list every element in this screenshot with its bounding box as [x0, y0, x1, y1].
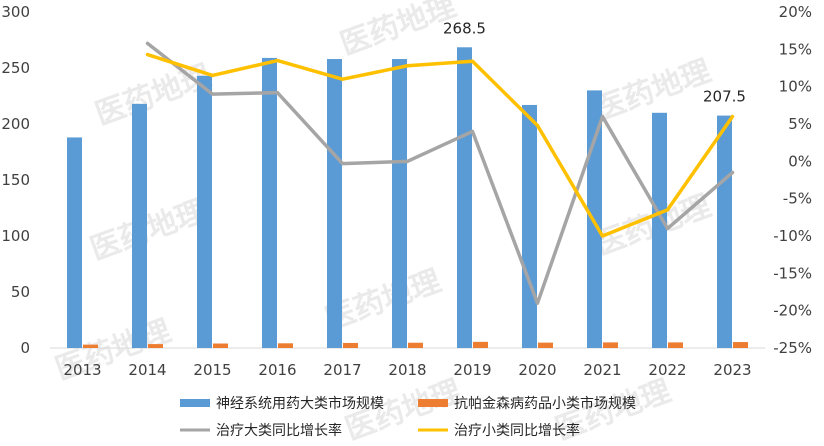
- bar-nervous-system-market: [457, 47, 472, 348]
- bar-antiparkinson-market: [473, 341, 488, 348]
- line-category-growth-rate: [145, 41, 735, 305]
- bar-antiparkinson-market: [343, 342, 358, 348]
- x-axis-tick-label: 2016: [258, 361, 296, 379]
- bar-antiparkinson-market: [668, 342, 683, 348]
- bar-antiparkinson-market: [733, 342, 748, 348]
- bar-antiparkinson-market: [603, 342, 618, 348]
- right-axis-tick-label: -5%: [783, 190, 812, 208]
- bar-antiparkinson-market: [148, 344, 163, 348]
- right-axis-tick-label: -15%: [773, 264, 812, 282]
- bar-nervous-system-market: [132, 103, 147, 348]
- legend-swatch: [418, 399, 448, 407]
- legend-label: 抗帕金森病药品小类市场规模: [454, 395, 636, 412]
- right-axis-tick-label: 0%: [788, 152, 812, 170]
- right-axis-tick-label: 20%: [779, 3, 812, 21]
- x-axis-tick-label: 2021: [583, 361, 621, 379]
- bar-antiparkinson-market: [408, 342, 423, 348]
- data-labels: 268.5 207.5: [443, 19, 746, 105]
- right-axis-tick-label: 10%: [779, 78, 812, 96]
- bar-antiparkinson-market: [538, 342, 553, 348]
- legend-label: 神经系统用药大类市场规模: [216, 395, 384, 412]
- left-axis: 0 50 100 150 200 250 300: [1, 3, 30, 357]
- right-axis: -25% -20% -15% -10% -5% 0% 5% 10% 15% 20%: [773, 3, 812, 357]
- data-label: 268.5: [443, 19, 486, 37]
- right-axis-tick-label: 15%: [779, 40, 812, 58]
- bar-nervous-system-market: [522, 104, 537, 349]
- x-axis-tick-label: 2022: [648, 361, 686, 379]
- x-axis-tick-label: 2013: [63, 361, 101, 379]
- right-axis-tick-label: -10%: [773, 227, 812, 245]
- x-axis-tick-label: 2014: [128, 361, 166, 379]
- bar-nervous-system-market: [717, 115, 732, 348]
- left-axis-tick-label: 200: [1, 115, 30, 133]
- left-axis-tick-label: 100: [1, 227, 30, 245]
- x-axis-tick-label: 2017: [323, 361, 361, 379]
- bar-nervous-system-market: [652, 112, 667, 348]
- left-axis-tick-label: 0: [20, 339, 30, 357]
- watermarks: 医药地理医药地理医药地理医药地理医药地理医药地理医药地理医药地理医药地理: [51, 0, 716, 446]
- left-axis-tick-label: 50: [11, 283, 30, 301]
- x-axis-tick-label: 2018: [388, 361, 426, 379]
- bar-antiparkinson-market: [213, 343, 228, 348]
- x-axis-tick-label: 2020: [518, 361, 556, 379]
- bar-nervous-system-market: [67, 137, 82, 348]
- bars: [67, 47, 748, 349]
- left-axis-tick-label: 300: [1, 3, 30, 21]
- watermark-text: 医药地理: [336, 0, 461, 63]
- left-axis-tick-label: 150: [1, 171, 30, 189]
- x-axis-tick-label: 2019: [453, 361, 491, 379]
- x-axis: 2013 2014 2015 2016 2017 2018 2019 2020 2021 2022…: [63, 361, 751, 379]
- x-axis-tick-label: 2015: [193, 361, 231, 379]
- left-axis-tick-label: 250: [1, 59, 30, 77]
- line-subcategory-growth-rate: [145, 52, 735, 238]
- bar-nervous-system-market: [392, 59, 407, 348]
- x-axis-tick-label: 2023: [713, 361, 751, 379]
- bar-nervous-system-market: [262, 57, 277, 349]
- watermark-text: 医药地理: [86, 194, 211, 268]
- bar-nervous-system-market: [327, 59, 342, 348]
- bar-antiparkinson-market: [83, 344, 98, 348]
- bar-antiparkinson-market: [278, 343, 293, 348]
- legend-swatch: [180, 399, 210, 407]
- lines: [145, 41, 735, 305]
- right-axis-tick-label: 5%: [788, 115, 812, 133]
- data-label: 207.5: [703, 88, 746, 106]
- legend-label: 治疗大类同比增长率: [216, 422, 342, 439]
- legend-label: 治疗小类同比增长率: [454, 422, 580, 439]
- right-axis-tick-label: -25%: [773, 339, 812, 357]
- right-axis-tick-label: -20%: [773, 302, 812, 320]
- bar-nervous-system-market: [197, 75, 212, 348]
